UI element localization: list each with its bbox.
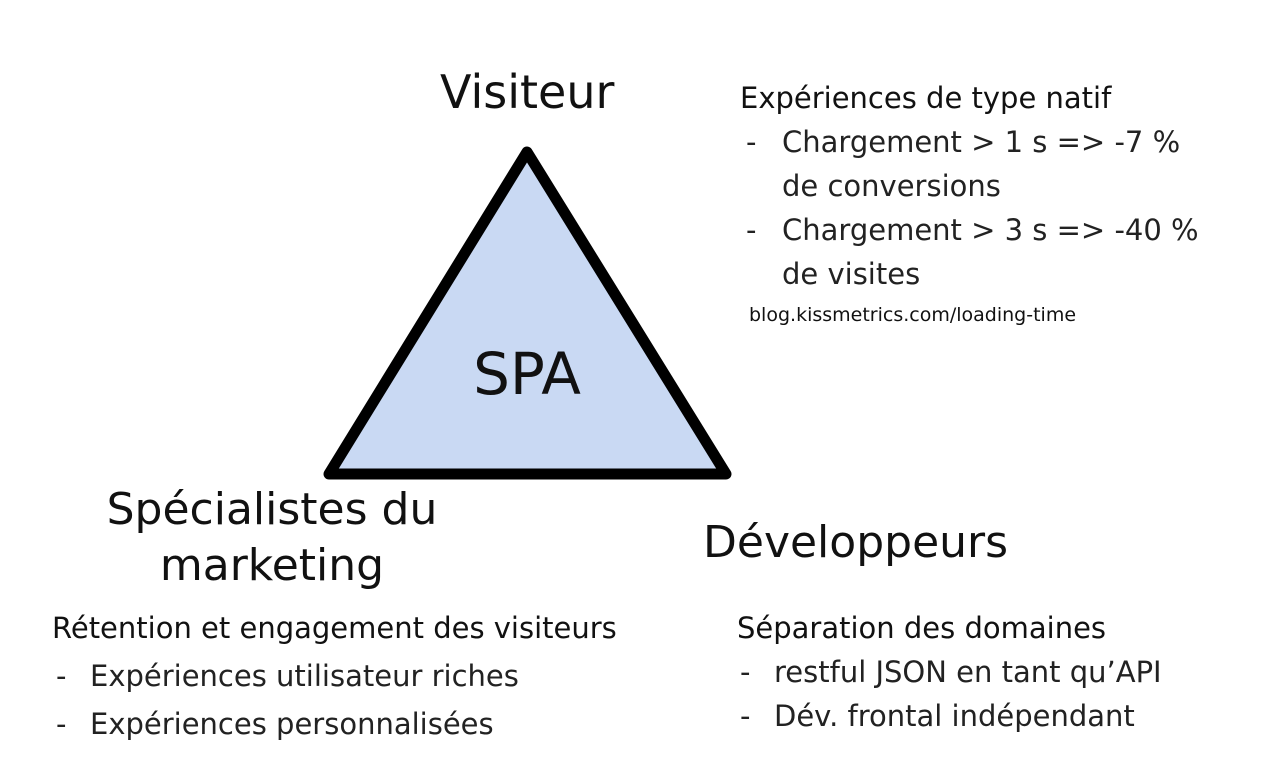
retention-heading: Rétention et engagement des visiteurs <box>52 611 617 645</box>
list-item-text: Expériences personnalisées <box>90 707 494 741</box>
list-item: - Chargement > 1 s => -7 % de conversion… <box>746 120 1210 208</box>
visitor-title: Visiteur <box>440 65 615 119</box>
spa-triangle <box>323 146 732 480</box>
list-item: - Expériences personnalisées <box>56 700 672 748</box>
list-item: - Dév. frontal indépendant <box>740 694 1237 738</box>
native-experiences-section: Expériences de type natif - Chargement >… <box>740 80 1210 328</box>
developers-title: Développeurs <box>703 517 1009 568</box>
bullet-dash: - <box>740 655 751 689</box>
spa-label: SPA <box>473 340 581 408</box>
marketing-specialists-title: Spécialistes du marketing <box>106 484 438 591</box>
separation-heading: Séparation des domaines <box>737 611 1107 645</box>
bullet-dash: - <box>56 659 67 693</box>
separation-list: - restful JSON en tant qu’API - Dév. fro… <box>740 650 1237 738</box>
retention-section: Rétention et engagement des visiteurs - … <box>52 610 672 748</box>
bullet-dash: - <box>740 699 751 733</box>
native-experiences-list: - Chargement > 1 s => -7 % de conversion… <box>746 120 1210 296</box>
retention-list: - Expériences utilisateur riches - Expér… <box>56 652 672 748</box>
bullet-dash: - <box>746 213 757 247</box>
list-item: - Expériences utilisateur riches <box>56 652 672 700</box>
list-item-text: Expériences utilisateur riches <box>90 659 519 693</box>
list-item: - Chargement > 3 s => -40 % de visites <box>746 208 1210 296</box>
source-link: blog.kissmetrics.com/loading-time <box>749 304 1077 326</box>
list-item-text: Chargement > 1 s => -7 % de conversions <box>782 125 1181 203</box>
bullet-dash: - <box>56 707 67 741</box>
separation-section: Séparation des domaines - restful JSON e… <box>737 610 1237 738</box>
list-item-text: restful JSON en tant qu’API <box>774 655 1162 689</box>
list-item-text: Chargement > 3 s => -40 % de visites <box>782 213 1199 291</box>
list-item: - restful JSON en tant qu’API <box>740 650 1237 694</box>
list-item-text: Dév. frontal indépendant <box>774 699 1135 733</box>
bullet-dash: - <box>746 125 757 159</box>
native-experiences-heading: Expériences de type natif <box>740 81 1112 115</box>
